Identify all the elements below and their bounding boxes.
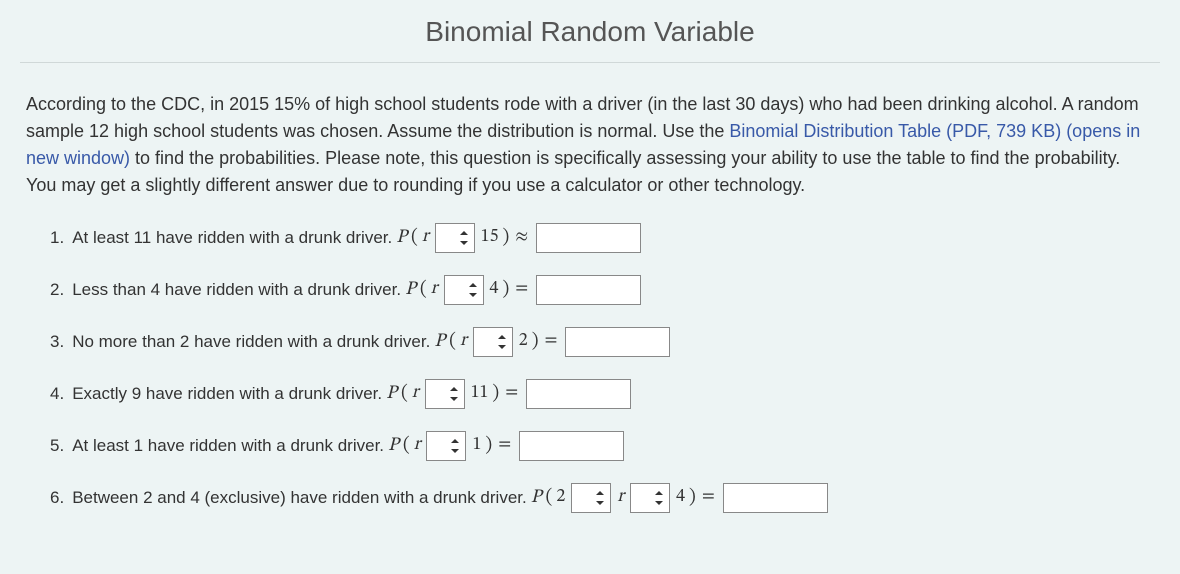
updown-icon bbox=[460, 231, 468, 245]
math-value: 4 bbox=[676, 485, 685, 510]
math-close: ) bbox=[502, 277, 509, 304]
comparison-selector[interactable] bbox=[425, 379, 465, 409]
math-close: ) bbox=[689, 485, 696, 512]
math-operator: = bbox=[505, 381, 518, 406]
math-r: r bbox=[460, 329, 467, 354]
question-4: 4. Exactly 9 have ridden with a drunk dr… bbox=[50, 379, 1160, 409]
divider bbox=[20, 62, 1160, 63]
question-list: 1. At least 11 have ridden with a drunk … bbox=[20, 223, 1160, 513]
math-P: P bbox=[386, 381, 397, 408]
answer-input[interactable] bbox=[536, 223, 641, 253]
left-comparison-selector[interactable] bbox=[571, 483, 611, 513]
question-number: 2. bbox=[50, 278, 64, 302]
math-r: r bbox=[617, 485, 624, 510]
question-page: Binomial Random Variable According to th… bbox=[0, 0, 1180, 555]
page-title: Binomial Random Variable bbox=[20, 0, 1160, 62]
math-close: ) bbox=[503, 225, 510, 252]
math-left-const: 2 bbox=[556, 485, 565, 510]
math-operator: ≈ bbox=[515, 225, 528, 250]
math-value: 15 bbox=[481, 225, 499, 250]
right-comparison-selector[interactable] bbox=[630, 483, 670, 513]
math-r: r bbox=[431, 277, 438, 302]
answer-input[interactable] bbox=[519, 431, 624, 461]
math-value: 1 bbox=[472, 433, 481, 458]
question-text: Between 2 and 4 (exclusive) have ridden … bbox=[72, 486, 527, 510]
question-number: 5. bbox=[50, 434, 64, 458]
question-text: No more than 2 have ridden with a drunk … bbox=[72, 330, 430, 354]
math-open: ( bbox=[449, 329, 456, 356]
math-r: r bbox=[412, 381, 419, 406]
math-value: 2 bbox=[519, 329, 528, 354]
updown-icon bbox=[469, 283, 477, 297]
question-3: 3. No more than 2 have ridden with a dru… bbox=[50, 327, 1160, 357]
answer-input[interactable] bbox=[526, 379, 631, 409]
comparison-selector[interactable] bbox=[426, 431, 466, 461]
comparison-selector[interactable] bbox=[473, 327, 513, 357]
math-operator: = bbox=[498, 433, 511, 458]
question-text: Exactly 9 have ridden with a drunk drive… bbox=[72, 382, 382, 406]
updown-icon bbox=[498, 335, 506, 349]
math-operator: = bbox=[545, 329, 558, 354]
question-text: At least 11 have ridden with a drunk dri… bbox=[72, 226, 392, 250]
math-operator: = bbox=[515, 277, 528, 302]
math-open: ( bbox=[403, 433, 410, 460]
math-open: ( bbox=[411, 225, 418, 252]
question-number: 3. bbox=[50, 330, 64, 354]
updown-icon bbox=[655, 491, 663, 505]
intro-text-2: to find the probabilities. Please note, … bbox=[26, 148, 1120, 195]
question-2: 2. Less than 4 have ridden with a drunk … bbox=[50, 275, 1160, 305]
math-r: r bbox=[422, 225, 429, 250]
question-number: 6. bbox=[50, 486, 64, 510]
comparison-selector[interactable] bbox=[435, 223, 475, 253]
math-P: P bbox=[405, 277, 416, 304]
question-6: 6. Between 2 and 4 (exclusive) have ridd… bbox=[50, 483, 1160, 513]
math-open: ( bbox=[401, 381, 408, 408]
answer-input[interactable] bbox=[723, 483, 828, 513]
math-P: P bbox=[531, 485, 542, 512]
math-r: r bbox=[414, 433, 421, 458]
math-value: 4 bbox=[490, 277, 499, 302]
question-5: 5. At least 1 have ridden with a drunk d… bbox=[50, 431, 1160, 461]
math-operator: = bbox=[702, 485, 715, 510]
question-number: 4. bbox=[50, 382, 64, 406]
intro-paragraph: According to the CDC, in 2015 15% of hig… bbox=[26, 91, 1154, 199]
question-text: At least 1 have ridden with a drunk driv… bbox=[72, 434, 384, 458]
updown-icon bbox=[450, 387, 458, 401]
question-text: Less than 4 have ridden with a drunk dri… bbox=[72, 278, 401, 302]
math-close: ) bbox=[532, 329, 539, 356]
question-1: 1. At least 11 have ridden with a drunk … bbox=[50, 223, 1160, 253]
math-value: 11 bbox=[471, 381, 489, 406]
math-P: P bbox=[396, 225, 407, 252]
math-close: ) bbox=[492, 381, 499, 408]
answer-input[interactable] bbox=[565, 327, 670, 357]
answer-input[interactable] bbox=[536, 275, 641, 305]
math-P: P bbox=[388, 433, 399, 460]
math-P: P bbox=[434, 329, 445, 356]
math-close: ) bbox=[485, 433, 492, 460]
comparison-selector[interactable] bbox=[444, 275, 484, 305]
question-number: 1. bbox=[50, 226, 64, 250]
updown-icon bbox=[596, 491, 604, 505]
math-open: ( bbox=[546, 485, 553, 512]
updown-icon bbox=[451, 439, 459, 453]
math-open: ( bbox=[420, 277, 427, 304]
